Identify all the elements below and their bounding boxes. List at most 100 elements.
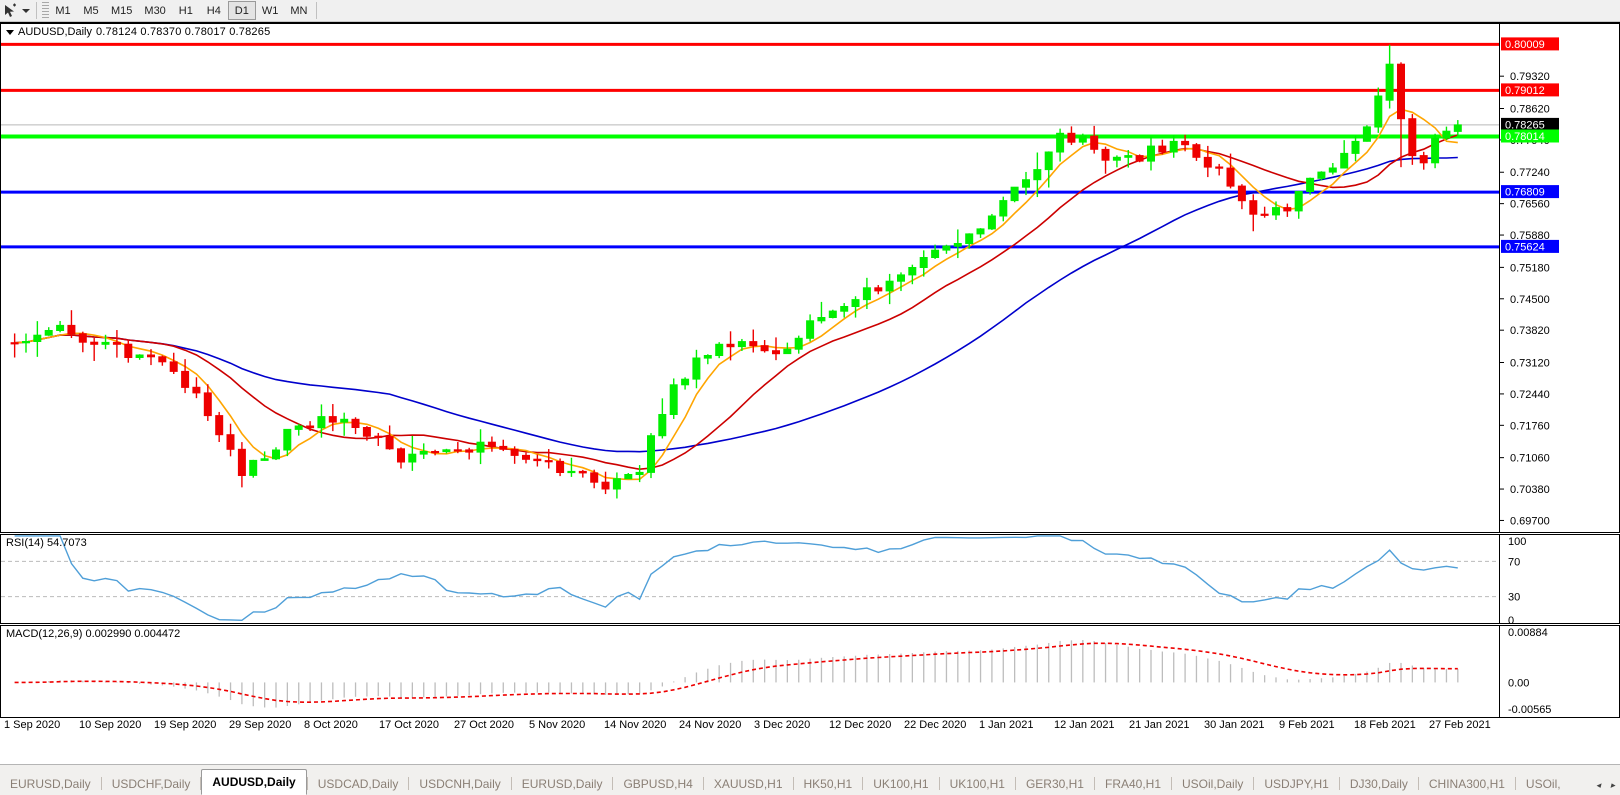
crosshair-cursor-icon[interactable] [1, 2, 19, 20]
svg-text:70: 70 [1508, 556, 1520, 568]
svg-text:100: 100 [1508, 536, 1526, 548]
date-axis-tick: 5 Nov 2020 [529, 719, 586, 731]
chart-ohlc-values: 0.78124 0.78370 0.78017 0.78265 [95, 26, 271, 38]
toolbar-grip[interactable] [42, 2, 49, 19]
macd-y-axis[interactable]: 0.00884 0.00 -0.00565 [1499, 626, 1619, 717]
svg-text:0.00: 0.00 [1508, 677, 1529, 689]
svg-text:0.71760: 0.71760 [1510, 420, 1550, 432]
price-panel-label: AUDUSD,Daily 0.78124 0.78370 0.78017 0.78… [6, 26, 270, 38]
chart-tab-xauusd-h1[interactable]: XAUUSD,H1 [713, 777, 783, 791]
date-axis-tick: 3 Dec 2020 [754, 719, 811, 731]
rsi-y-axis[interactable]: 100 70 30 0 [1499, 535, 1619, 623]
rsi-plot[interactable] [1, 535, 1499, 623]
svg-text:0.80009: 0.80009 [1505, 39, 1545, 51]
date-axis-tick: 19 Sep 2020 [154, 719, 217, 731]
scroll-right-icon[interactable]: ▸ [1610, 780, 1615, 790]
timeframe-m5[interactable]: M5 [83, 5, 99, 17]
timeframe-h4[interactable]: H4 [206, 5, 221, 17]
tab-divider [1417, 777, 1419, 790]
price-plot[interactable] [1, 24, 1499, 532]
rsi-panel[interactable]: RSI(14) 54.7073 100 70 30 0 [0, 534, 1620, 624]
date-axis-tick: 27 Feb 2021 [1429, 719, 1491, 731]
svg-text:0.69700: 0.69700 [1510, 515, 1550, 527]
chart-tab-usoil-daily[interactable]: USOil,Daily [1182, 777, 1244, 791]
tab-divider [1014, 777, 1016, 790]
chart-tab-eurusd-daily[interactable]: EURUSD,Daily [10, 777, 91, 791]
chart-tab-china300-h1[interactable]: CHINA300,H1 [1428, 777, 1505, 791]
timeframe-group: M1 M5 M15 M30 H1 H4 D1 W1 MN [49, 1, 313, 20]
date-axis-tick: 21 Jan 2021 [1129, 719, 1190, 731]
timeframe-h1[interactable]: H1 [178, 5, 193, 17]
tab-divider [306, 777, 308, 790]
timeframe-w1[interactable]: W1 [261, 5, 279, 17]
svg-text:0.79320: 0.79320 [1510, 71, 1550, 83]
svg-text:0.73120: 0.73120 [1510, 358, 1550, 370]
chart-tab-bar[interactable]: EURUSD,Daily USDCHF,Daily AUDUSD,Daily USDC… [0, 764, 1620, 795]
chart-area[interactable]: AUDUSD,Daily 0.78124 0.78370 0.78017 0.78… [0, 22, 1620, 762]
chart-tab-hk50-h1[interactable]: HK50,H1 [803, 777, 853, 791]
timeframe-m15[interactable]: M15 [111, 5, 133, 17]
svg-text:0.78265: 0.78265 [1505, 119, 1545, 131]
tab-divider [100, 777, 102, 790]
triangle-down-icon[interactable] [6, 29, 14, 35]
macd-plot[interactable] [1, 626, 1499, 717]
rsi-panel-label: RSI(14) 54.7073 [6, 537, 87, 549]
date-axis-tick: 24 Nov 2020 [679, 719, 742, 731]
date-axis-tick: 8 Oct 2020 [304, 719, 358, 731]
chart-tab-usdcnh-daily[interactable]: USDCNH,Daily [419, 777, 501, 791]
tab-divider [510, 777, 512, 790]
chart-tab-audusd-daily[interactable]: AUDUSD,Daily [201, 769, 307, 795]
timeframe-m30[interactable]: M30 [144, 5, 166, 17]
svg-text:0: 0 [1508, 615, 1514, 623]
chart-tab-ger30-h1[interactable]: GER30,H1 [1025, 777, 1084, 791]
svg-text:0.71060: 0.71060 [1510, 453, 1550, 465]
date-axis-tick: 18 Feb 2021 [1354, 719, 1416, 731]
date-axis-tick: 30 Jan 2021 [1204, 719, 1265, 731]
chart-tab-fra40-h1[interactable]: FRA40,H1 [1104, 777, 1162, 791]
svg-text:0.76809: 0.76809 [1505, 187, 1545, 199]
tab-divider [1171, 777, 1173, 790]
tab-divider [612, 777, 614, 790]
chart-tab-eurusd-daily[interactable]: EURUSD,Daily [521, 777, 603, 791]
price-y-axis[interactable]: 0.793200.786200.779400.772400.765600.758… [1499, 24, 1619, 532]
chart-tab-usdjpy-h1[interactable]: USDJPY,H1 [1264, 777, 1329, 791]
tab-divider [1253, 777, 1255, 790]
timeframe-mn[interactable]: MN [290, 5, 308, 17]
svg-text:0.79012: 0.79012 [1505, 85, 1545, 97]
macd-panel-label: MACD(12,26,9) 0.002990 0.004472 [6, 628, 181, 640]
chart-tab-uk100-h1[interactable]: UK100,H1 [949, 777, 1005, 791]
svg-text:0.78014: 0.78014 [1505, 131, 1545, 143]
chart-tab-gbpusd-h4[interactable]: GBPUSD,H4 [623, 777, 693, 791]
date-axis-tick: 12 Jan 2021 [1054, 719, 1115, 731]
timeframe-d1[interactable]: D1 [227, 1, 256, 20]
tab-divider [1338, 777, 1340, 790]
svg-text:0.74500: 0.74500 [1510, 294, 1550, 306]
svg-text:0.72440: 0.72440 [1510, 389, 1550, 401]
date-axis-tick: 9 Feb 2021 [1279, 719, 1335, 731]
svg-text:30: 30 [1508, 592, 1520, 604]
tab-divider [862, 777, 864, 790]
chart-tab-dj30-daily[interactable]: DJ30,Daily [1349, 777, 1408, 791]
chart-tab-usdchf-daily[interactable]: USDCHF,Daily [111, 777, 191, 791]
macd-panel[interactable]: MACD(12,26,9) 0.002990 0.004472 0.00884 0… [0, 625, 1620, 718]
date-axis-tick: 1 Sep 2020 [4, 719, 61, 731]
date-axis-tick: 27 Oct 2020 [454, 719, 514, 731]
price-panel[interactable]: AUDUSD,Daily 0.78124 0.78370 0.78017 0.78… [0, 23, 1620, 533]
tab-divider [1514, 777, 1516, 790]
tab-divider [408, 777, 410, 790]
scroll-left-icon[interactable]: ◂ [1595, 780, 1601, 790]
cursor-dropdown-arrow[interactable] [19, 2, 33, 20]
svg-text:0.75624: 0.75624 [1505, 241, 1545, 253]
tab-divider [702, 777, 704, 790]
chart-tab-uk100-h1[interactable]: UK100,H1 [873, 777, 929, 791]
timeframe-m1[interactable]: M1 [55, 5, 71, 17]
chart-tab-usoil[interactable]: USOil, [1525, 777, 1561, 791]
date-axis-tick: 14 Nov 2020 [604, 719, 667, 731]
tab-divider [938, 777, 940, 790]
tab-scroll-controls: ◂ ▸ [1591, 780, 1620, 795]
svg-text:0.75180: 0.75180 [1510, 262, 1550, 274]
svg-text:0.00884: 0.00884 [1508, 627, 1548, 639]
date-axis-tick: 10 Sep 2020 [79, 719, 142, 731]
chart-tab-usdcad-daily[interactable]: USDCAD,Daily [317, 777, 399, 791]
tab-divider [200, 777, 202, 790]
